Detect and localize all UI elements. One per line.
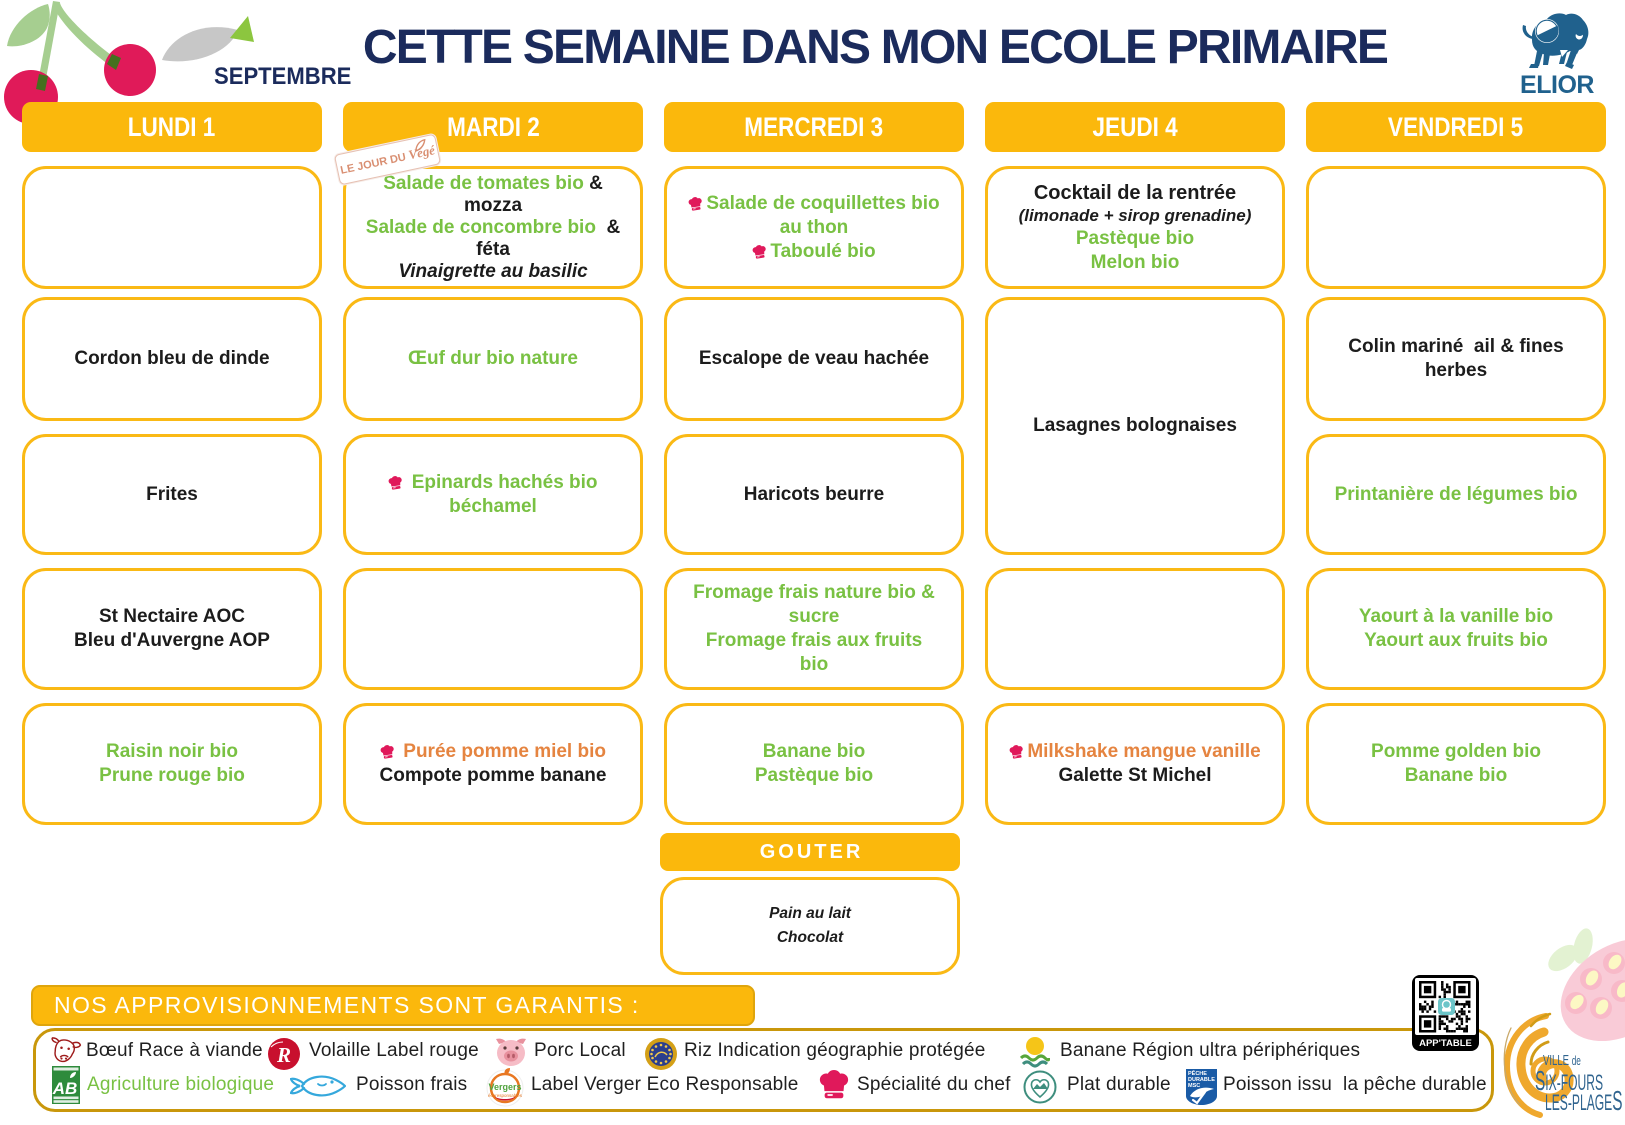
svg-text:DURABLE: DURABLE (1188, 1077, 1215, 1083)
svg-text:VILLE de: VILLE de (1543, 1052, 1581, 1069)
svg-text:ELIOR: ELIOR (1520, 71, 1594, 99)
svg-text:PÊCHE: PÊCHE (1188, 1069, 1207, 1077)
svg-text:écoresponsables: écoresponsables (488, 1093, 523, 1098)
svg-text:LES-PLAGES: LES-PLAGES (1545, 1085, 1623, 1116)
svg-text:SIX-FOURS: SIX-FOURS (1535, 1065, 1603, 1096)
svg-text:APP'TABLE: APP'TABLE (1419, 1038, 1472, 1049)
svg-text:Vergers: Vergers (488, 1082, 521, 1092)
svg-text:R: R (276, 1043, 291, 1067)
svg-text:AB: AB (52, 1079, 77, 1098)
svg-text:MSC: MSC (1188, 1083, 1200, 1089)
